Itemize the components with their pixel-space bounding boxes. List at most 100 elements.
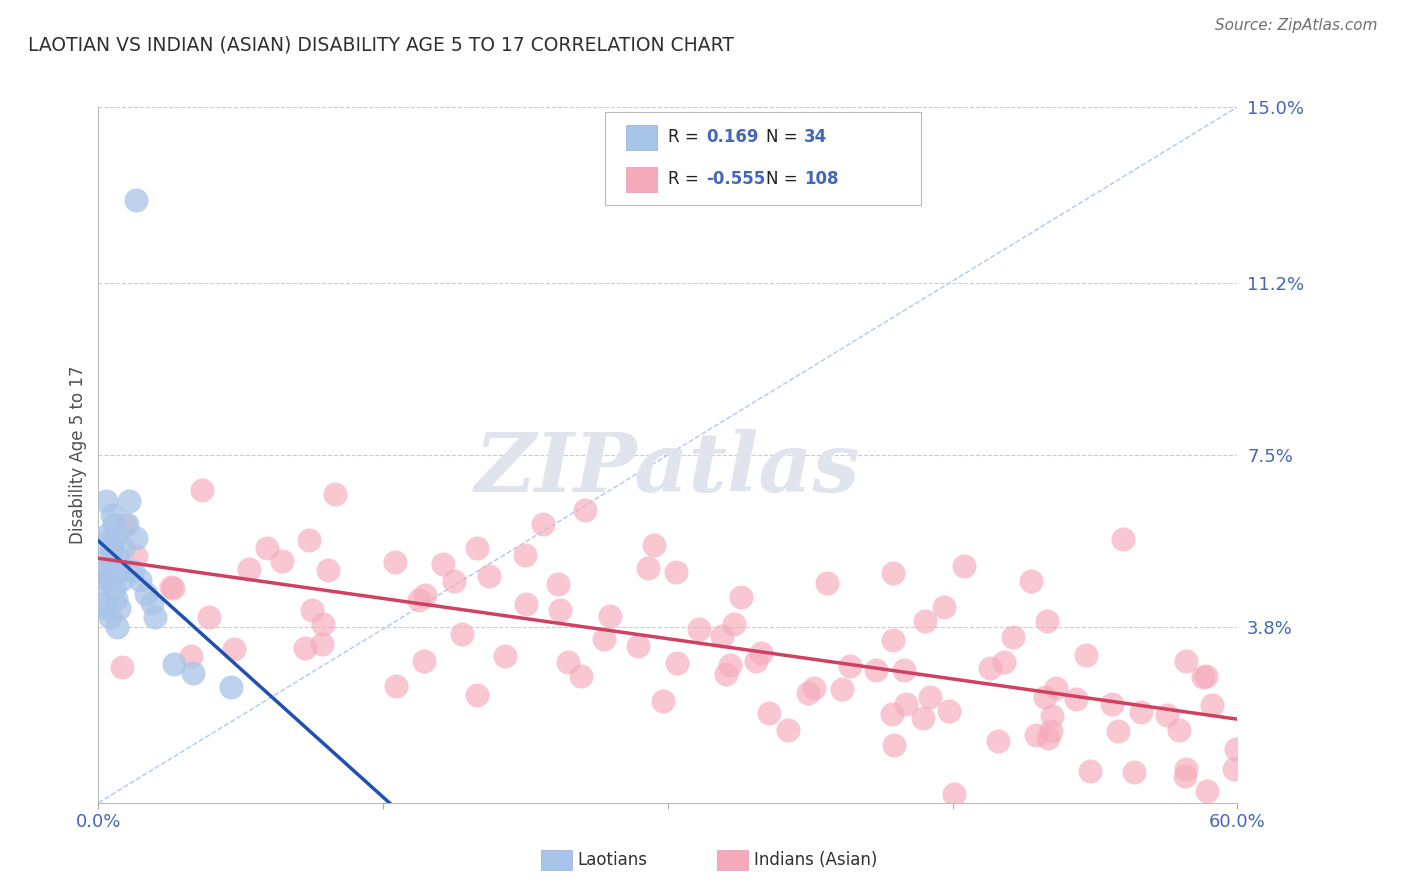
Point <box>979 661 1001 675</box>
Point <box>643 538 665 552</box>
Point <box>238 561 260 575</box>
Point <box>1112 533 1135 547</box>
Point <box>1002 630 1025 644</box>
Point <box>912 711 935 725</box>
Point <box>1101 697 1123 711</box>
Point <box>1036 615 1059 629</box>
Point <box>831 682 853 697</box>
Point <box>688 623 710 637</box>
Point <box>111 659 134 673</box>
Point <box>118 494 141 508</box>
Text: 108: 108 <box>804 170 839 188</box>
Point <box>1195 669 1218 683</box>
Point <box>547 576 569 591</box>
Point <box>839 659 862 673</box>
Point <box>91 555 114 569</box>
Point <box>1195 784 1218 798</box>
Point <box>953 559 976 574</box>
Point <box>723 617 745 632</box>
Text: Source: ZipAtlas.com: Source: ZipAtlas.com <box>1215 18 1378 33</box>
Point <box>312 617 335 632</box>
Point <box>145 610 167 624</box>
Point <box>749 646 772 660</box>
Point <box>413 654 436 668</box>
Point <box>91 564 114 578</box>
Point <box>162 581 184 595</box>
Point <box>163 657 186 671</box>
Point <box>637 561 659 575</box>
Point <box>125 532 148 546</box>
Text: N =: N = <box>766 170 797 188</box>
Point <box>1019 574 1042 589</box>
Point <box>129 573 152 587</box>
Point <box>97 573 120 587</box>
Point <box>882 566 904 580</box>
Point <box>1080 764 1102 779</box>
Point <box>718 657 741 672</box>
Text: Laotians: Laotians <box>578 851 648 869</box>
Point <box>107 619 129 633</box>
Point <box>711 629 734 643</box>
Point <box>114 518 136 533</box>
Point <box>108 601 131 615</box>
Point <box>557 655 579 669</box>
Point <box>1039 724 1062 739</box>
Point <box>880 707 903 722</box>
Point <box>94 494 117 508</box>
Point <box>1201 698 1223 712</box>
Point <box>1174 654 1197 668</box>
Point <box>758 706 780 720</box>
Point <box>110 573 132 587</box>
Point <box>1064 691 1087 706</box>
Point <box>716 667 738 681</box>
Point <box>932 600 955 615</box>
Point <box>730 590 752 604</box>
Point <box>103 517 125 532</box>
Point <box>104 526 127 541</box>
Point <box>1156 707 1178 722</box>
Point <box>108 564 131 578</box>
Point <box>1107 723 1129 738</box>
Point <box>221 680 243 694</box>
Point <box>593 632 616 647</box>
Point <box>112 541 135 555</box>
Point <box>943 787 966 801</box>
Point <box>1074 648 1097 662</box>
Point <box>103 582 125 597</box>
Point <box>98 555 121 569</box>
Point <box>914 614 936 628</box>
Point <box>413 589 436 603</box>
Point <box>1168 723 1191 738</box>
Point <box>115 517 138 532</box>
Point <box>1129 706 1152 720</box>
Point <box>125 193 148 207</box>
Point <box>141 596 163 610</box>
Point <box>432 558 454 572</box>
Point <box>159 580 181 594</box>
Point <box>1174 769 1197 783</box>
Point <box>451 627 474 641</box>
Point <box>125 549 148 563</box>
Text: 34: 34 <box>804 128 828 146</box>
Text: R =: R = <box>668 128 699 146</box>
Point <box>98 610 121 624</box>
Point <box>100 541 122 555</box>
Point <box>107 549 129 564</box>
Point <box>531 516 554 531</box>
Point <box>882 633 904 648</box>
Point <box>745 655 768 669</box>
Point <box>384 555 406 569</box>
Point <box>548 603 571 617</box>
Point <box>465 688 488 702</box>
Point <box>323 487 346 501</box>
Point <box>256 541 278 555</box>
Point <box>93 536 115 550</box>
Point <box>478 568 501 582</box>
Point <box>815 576 838 591</box>
Point <box>893 663 915 677</box>
Point <box>298 533 321 547</box>
Point <box>1122 765 1144 780</box>
Point <box>311 637 333 651</box>
Point <box>270 554 292 568</box>
Point <box>316 563 339 577</box>
